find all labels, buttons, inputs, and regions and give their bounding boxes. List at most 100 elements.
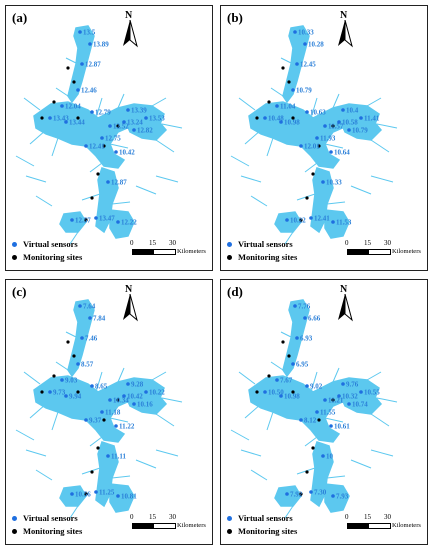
sensor-value-label: 12.79	[95, 109, 111, 117]
sensor-value-label: 10.58	[342, 119, 358, 127]
virtual-sensor	[84, 144, 88, 148]
sensor-value-label: 9.76	[346, 381, 359, 389]
river-branch	[376, 397, 398, 403]
virtual-sensor	[347, 402, 351, 406]
river-branch	[135, 185, 157, 195]
virtual-sensor	[337, 120, 341, 124]
river-branch	[51, 137, 59, 157]
monitoring-site	[66, 66, 70, 70]
virtual-sensor	[90, 384, 94, 388]
monitoring-site	[84, 218, 88, 222]
monitoring-site	[317, 144, 321, 148]
sensor-value-label: 9.28	[131, 381, 144, 389]
legend: Virtual sensors Monitoring sites	[227, 512, 297, 538]
sensor-value-label: 10.22	[290, 217, 306, 225]
river-branch	[15, 155, 35, 167]
site-dot-icon	[12, 255, 17, 260]
sensor-value-label: 7.46	[85, 335, 98, 343]
sensor-value-label: 12.87	[111, 179, 127, 187]
river-branch	[151, 371, 167, 381]
sensor-value-label: 9.73	[53, 389, 66, 397]
sensor-value-label: 7.64	[83, 303, 96, 311]
virtual-sensor	[126, 108, 130, 112]
monitoring-site	[281, 340, 285, 344]
sensor-value-label: 13.89	[93, 41, 109, 49]
lake-water	[274, 211, 302, 233]
river-branch	[23, 97, 41, 111]
monitoring-site	[331, 398, 335, 402]
monitoring-site	[84, 492, 88, 496]
virtual-sensor	[64, 394, 68, 398]
legend-virtual-sensors: Virtual sensors	[227, 238, 297, 251]
virtual-sensor	[100, 410, 104, 414]
river-branch	[111, 475, 131, 479]
lake-water	[109, 209, 135, 239]
sensor-value-label: 11.57	[328, 123, 344, 131]
sensor-value-label: 10.32	[342, 393, 358, 401]
river-branch	[230, 429, 250, 441]
virtual-sensor	[122, 120, 126, 124]
river-branch	[310, 97, 318, 119]
virtual-sensor	[309, 216, 313, 220]
sensor-value-label: 10.98	[284, 119, 300, 127]
monitoring-site	[287, 354, 291, 358]
legend: Virtual sensors Monitoring sites	[12, 238, 82, 264]
virtual-sensor	[144, 390, 148, 394]
scale-bar: 0 15 30 Kilometers	[345, 513, 421, 529]
virtual-sensor	[337, 394, 341, 398]
virtual-sensor	[122, 394, 126, 398]
monitoring-site	[90, 196, 94, 200]
river-branch	[310, 371, 318, 393]
legend-virtual-sensors: Virtual sensors	[12, 238, 82, 251]
river-branch	[270, 87, 284, 97]
river-branch	[370, 139, 390, 153]
legend: Virtual sensors Monitoring sites	[227, 238, 297, 264]
site-dot-icon	[12, 529, 17, 534]
virtual-sensor	[275, 104, 279, 108]
sensor-value-label: 9.94	[69, 393, 82, 401]
virtual-sensor	[295, 336, 299, 340]
river-branch	[155, 413, 175, 427]
monitoring-site	[305, 196, 309, 200]
sensor-value-label: 8.57	[81, 361, 94, 369]
virtual-sensor	[323, 398, 327, 402]
monitoring-site	[287, 80, 291, 84]
river-branch	[266, 137, 274, 157]
sensor-value-label: 10.33	[298, 29, 314, 37]
sensor-value-label: 8.65	[95, 383, 108, 391]
virtual-sensor	[48, 390, 52, 394]
virtual-sensor	[88, 42, 92, 46]
virtual-sensor	[263, 390, 267, 394]
virtual-sensor	[315, 410, 319, 414]
virtual-sensor	[48, 116, 52, 120]
sensor-value-label: 11.22	[119, 423, 135, 431]
sensor-value-label: 10.63	[310, 109, 326, 117]
river-branch	[161, 397, 183, 403]
lake-water	[274, 485, 302, 507]
river-branch	[161, 123, 183, 129]
virtual-sensor	[106, 180, 110, 184]
panel-label: (b)	[227, 10, 243, 25]
panel-label: (a)	[12, 10, 28, 25]
virtual-sensor	[299, 418, 303, 422]
sensor-value-label: 10.81	[121, 493, 137, 501]
virtual-sensor	[347, 128, 351, 132]
river-branch	[155, 449, 179, 457]
monitoring-site	[96, 446, 100, 450]
sensor-value-label: 7.92	[290, 491, 303, 499]
monitoring-site	[255, 390, 259, 394]
sensor-value-label: 9.37	[89, 417, 102, 425]
river-branch	[25, 175, 47, 183]
sensor-dot-icon	[227, 242, 232, 247]
monitoring-site	[116, 124, 120, 128]
river-branch	[238, 371, 256, 385]
panel-label: (c)	[12, 284, 27, 299]
virtual-sensor	[114, 424, 118, 428]
river-branch	[324, 143, 344, 149]
monitoring-site	[90, 470, 94, 474]
sensor-value-label: 10.42	[127, 393, 143, 401]
river-branch	[284, 505, 294, 519]
lake-water	[337, 111, 383, 141]
